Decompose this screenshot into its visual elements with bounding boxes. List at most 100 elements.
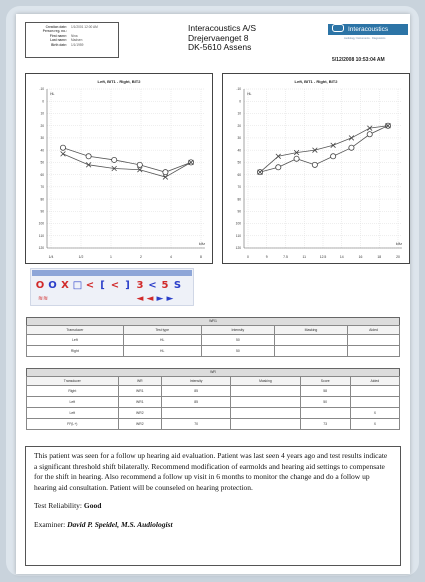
table-header-row: Transducer Test type Intensity Masking Aided: [26, 325, 400, 335]
table-cell: WR1: [117, 385, 163, 397]
legend-symbol: ►: [167, 294, 174, 304]
symbol-legend: O O X □ <[<] 3 <5 S≋≋ ◄ ◄ ► ►: [30, 268, 194, 306]
legend-symbol: 3: [137, 280, 144, 291]
data-point-circle: [60, 144, 67, 151]
legend-symbol: 5: [162, 280, 169, 291]
table-cell: Left: [26, 334, 124, 346]
data-point-x: [111, 165, 117, 172]
table1: Transducer Test type Intensity Masking Aided…: [26, 325, 400, 357]
data-point-circle: [136, 161, 143, 168]
table-cell: 58: [299, 385, 351, 397]
x-tick-label: 9: [266, 255, 268, 259]
table-cell: Left: [26, 396, 119, 408]
y-tick-label: 50: [237, 161, 241, 165]
column-header: Aided: [349, 376, 401, 386]
column-header: WR: [117, 376, 163, 386]
y-tick-label: -10: [236, 87, 241, 91]
x-tick-label: 14: [340, 255, 344, 259]
data-point-x: [137, 167, 143, 173]
data-point-circle: [366, 131, 373, 138]
y-tick-label: 20: [40, 124, 44, 128]
table-cell: X: [349, 407, 401, 419]
x-tick-label: 0: [247, 255, 249, 259]
y-tick-label: 30: [40, 136, 44, 140]
legend-symbol: ►: [157, 294, 164, 304]
legend-symbol: <: [86, 280, 94, 291]
y-axis-label: HL: [50, 92, 55, 96]
audiogram-report-page: Creation date: 1/1/2001 12:00 AM Person re…: [16, 14, 410, 574]
patient-row: Person reg. no.:: [29, 29, 115, 33]
column-header: Masking: [230, 376, 301, 386]
examiner-label: Examiner:: [34, 519, 66, 529]
logo-mark-icon: [332, 24, 344, 32]
x-tick-label: 12.5: [320, 255, 327, 259]
patient-info-box: Creation date: 1/1/2001 12:00 AM Person re…: [25, 22, 119, 58]
table-row: Left HL 50: [26, 334, 400, 346]
table-header-row: Transducer WR Intensity Masking Score Aided: [26, 376, 401, 386]
x-tick-label: 1/4: [49, 255, 54, 259]
table-cell: [230, 385, 301, 397]
x-tick-label: 1: [110, 255, 112, 259]
x-tick-label: 18: [377, 255, 381, 259]
y-tick-label: 110: [236, 234, 241, 238]
chart-title: Left, BIT1 - Right, BIT2: [98, 79, 142, 84]
legend-symbol: S: [174, 280, 181, 291]
table-cell: [273, 345, 349, 357]
table-cell: WR2: [117, 418, 163, 430]
y-tick-label: 90: [40, 210, 44, 214]
table-cell: [347, 334, 400, 346]
examiner: Examiner: David P. Speidel, M.S. Audiolo…: [34, 520, 392, 531]
x-tick-label: 7.5: [283, 255, 288, 259]
y-tick-label: -10: [39, 87, 44, 91]
legend-symbol: O: [48, 280, 57, 291]
notes-paragraph: This patient was seen for a follow up he…: [34, 451, 388, 492]
series-line: [62, 153, 192, 178]
table-cell: Right: [26, 385, 119, 397]
y-axis-label: HL: [247, 92, 252, 96]
patient-row-label: Last name:: [50, 38, 67, 43]
patient-row: Creation date: 1/1/2001 12:00 AM: [29, 25, 115, 29]
table-cell: HL: [122, 345, 202, 357]
examiner-value: David P. Speidel, M.S. Audiologist: [67, 519, 173, 529]
audiogram-right: Left, BIT1 - Right, BIT2 HL kHz -10 0 10 20 30 4…: [222, 73, 410, 264]
data-point-circle: [293, 155, 300, 162]
data-point-circle: [85, 153, 92, 160]
test-reliability: Test Reliability: Good: [34, 501, 392, 512]
report-date: 5/12/2008 10:53:04 AM: [332, 57, 385, 63]
data-point-circle: [348, 144, 355, 151]
patient-row-value: Nina: [71, 33, 78, 38]
legend-symbol: ]: [125, 280, 130, 291]
logo-subtitle: Audiology Instruments · Diagnostics: [344, 37, 386, 40]
table2: Transducer WR Intensity Masking Score Aided Ri…: [26, 376, 401, 430]
y-tick-label: 110: [39, 234, 44, 238]
y-tick-label: 120: [39, 246, 45, 250]
x-tick-label: 16: [359, 255, 363, 259]
data-point-x: [188, 159, 194, 166]
x-tick-label: 20: [396, 255, 400, 259]
patient-row: Last name: Madsen: [29, 38, 115, 42]
notes-box: This patient was seen for a follow up he…: [25, 446, 401, 566]
legend-symbol: ◄: [147, 294, 154, 304]
data-point-x: [330, 142, 336, 148]
y-tick-label: 80: [237, 197, 241, 201]
table-cell: HL: [122, 334, 202, 346]
data-point-x: [367, 125, 373, 131]
company-city: DK-5610 Assens: [188, 42, 252, 52]
x-axis-label: kHz: [396, 242, 402, 246]
table-row: Right HL 50: [26, 345, 400, 357]
legend-header-bar: [32, 270, 192, 276]
y-tick-label: 100: [236, 222, 242, 226]
x-tick-label: 1/2: [79, 255, 84, 259]
patient-row: Birth date: 1/1/1959: [29, 43, 115, 47]
table-cell: [230, 418, 301, 430]
x-tick-label: 2: [140, 255, 142, 259]
data-point-circle: [311, 161, 318, 168]
column-header: Transducer: [26, 376, 119, 386]
patient-row-label: Creation date:: [45, 25, 67, 29]
table-cell: 73: [299, 418, 351, 430]
patient-row-label: First name:: [49, 33, 67, 38]
patient-row-value: 1/1/1959: [71, 42, 84, 47]
column-header: Score: [299, 376, 351, 386]
table-row: Left WR1 85 50: [26, 396, 401, 408]
table-cell: X: [349, 418, 401, 430]
